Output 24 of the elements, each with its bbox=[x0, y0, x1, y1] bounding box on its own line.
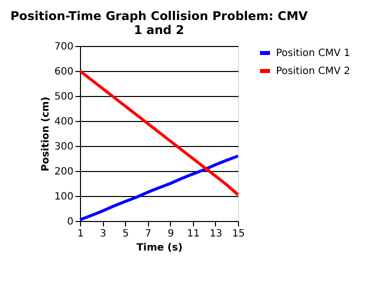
text: 1 and 2 bbox=[134, 23, 184, 37]
x-tick-label: 9 bbox=[168, 228, 174, 240]
x-tick-label: 15 bbox=[232, 228, 245, 240]
x-tick-label: 3 bbox=[100, 228, 106, 240]
x-tick-label: 5 bbox=[122, 228, 129, 240]
y-tick-label: 700 bbox=[54, 42, 74, 52]
x-tick-label: 13 bbox=[210, 228, 222, 240]
y-tick-label: 100 bbox=[54, 192, 74, 202]
y-tick-label: 400 bbox=[54, 116, 74, 128]
y-tick-label: 0 bbox=[67, 216, 74, 228]
y-tick-label: 300 bbox=[54, 142, 74, 152]
line-series bbox=[78, 70, 240, 196]
y-axis-title: Position (cm) bbox=[40, 96, 52, 172]
x-tick-label: 7 bbox=[145, 228, 152, 240]
line-series bbox=[78, 154, 240, 222]
text: Position-Time Graph Collision Problem: CMV bbox=[10, 9, 308, 23]
x-axis-title: Time (s) bbox=[136, 242, 183, 254]
y-tick-label: 200 bbox=[54, 166, 74, 178]
x-tick-label: 11 bbox=[186, 228, 200, 240]
y-tick-label: 600 bbox=[54, 66, 74, 78]
y-tick-label: 500 bbox=[54, 92, 74, 102]
legend-label: Position CMV 1 bbox=[276, 48, 350, 59]
legend-label: Position CMV 2 bbox=[276, 66, 350, 77]
x-tick-label: 1 bbox=[77, 228, 84, 240]
